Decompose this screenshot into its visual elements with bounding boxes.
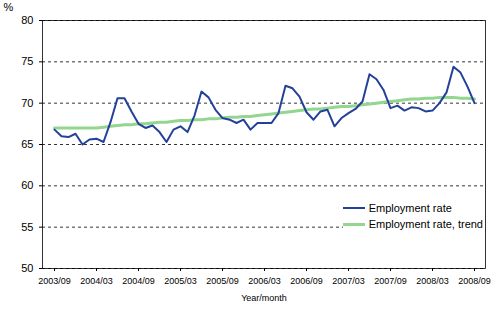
html-text:Employment rate, trend: Employment rate, trend [368, 218, 483, 230]
svg-text:%: % [4, 1, 14, 13]
svg-text:2006/09: 2006/09 [290, 276, 323, 286]
svg-text:2006/03: 2006/03 [248, 276, 281, 286]
svg-text:80: 80 [21, 14, 33, 26]
svg-text:2005/09: 2005/09 [206, 276, 239, 286]
svg-text:2007/09: 2007/09 [374, 276, 407, 286]
svg-text:2008/03: 2008/03 [416, 276, 449, 286]
svg-text:2008/09: 2008/09 [458, 276, 491, 286]
svg-text:2007/03: 2007/03 [332, 276, 365, 286]
svg-text:2004/03: 2004/03 [80, 276, 113, 286]
svg-text:75: 75 [21, 55, 33, 67]
svg-text:50: 50 [21, 262, 33, 274]
svg-text:70: 70 [21, 97, 33, 109]
svg-text:Year/month: Year/month [241, 293, 287, 303]
svg-text:60: 60 [21, 179, 33, 191]
svg-text:55: 55 [21, 221, 33, 233]
svg-text:2003/09: 2003/09 [38, 276, 71, 286]
svg-text:65: 65 [21, 138, 33, 150]
html-text:Employment rate: Employment rate [368, 202, 452, 214]
svg-text:2004/09: 2004/09 [122, 276, 155, 286]
svg-text:2005/03: 2005/03 [164, 276, 197, 286]
